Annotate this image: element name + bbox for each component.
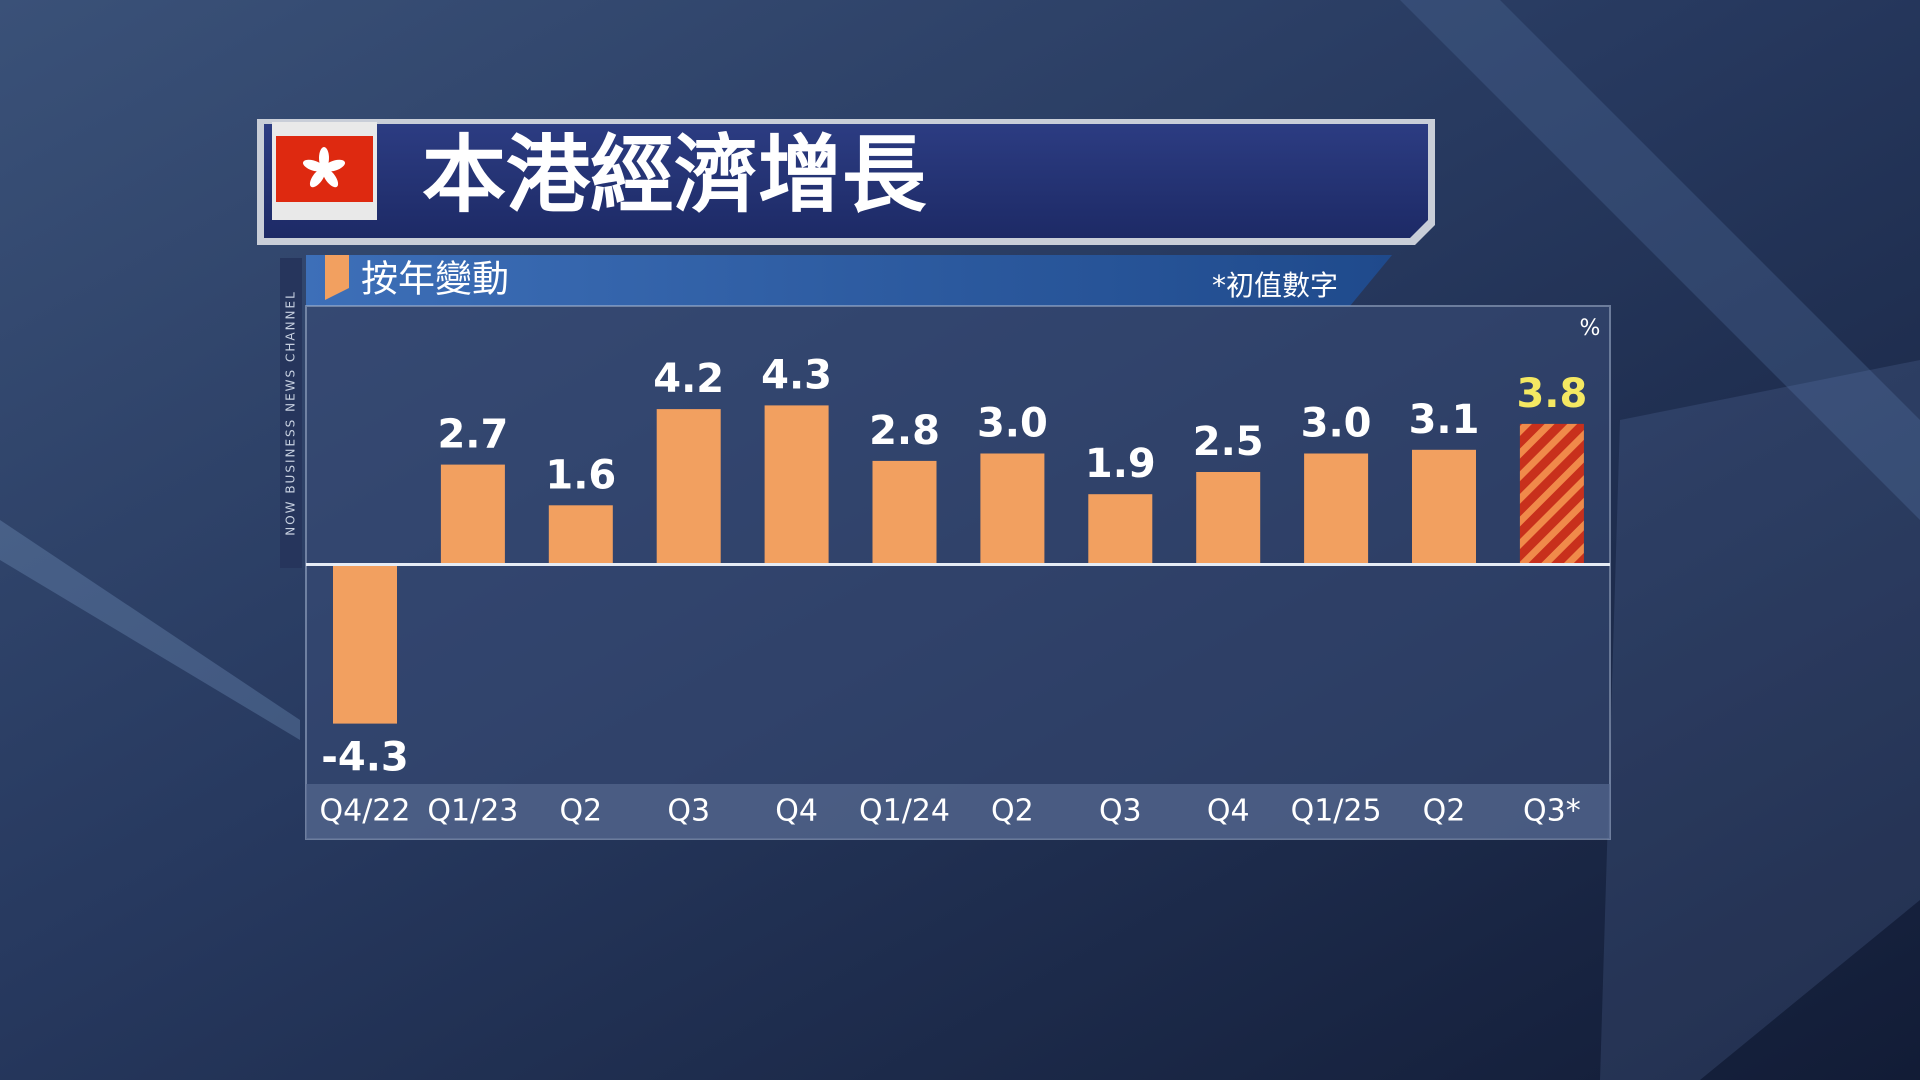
subtitle-marker — [325, 255, 349, 300]
value-label: 4.3 — [761, 352, 832, 398]
bar — [440, 464, 505, 565]
bar — [1304, 453, 1369, 565]
bar — [333, 564, 397, 724]
x-tick-label: Q2 — [1423, 794, 1466, 829]
bg-decoration — [1600, 360, 1920, 1080]
x-tick-label: Q3* — [1523, 794, 1581, 829]
x-tick-label: Q1/23 — [427, 794, 518, 829]
value-label: 3.1 — [1409, 397, 1480, 443]
subtitle-bar — [306, 255, 1392, 306]
x-tick-label: Q3 — [1099, 794, 1142, 829]
value-label: 1.6 — [545, 452, 616, 498]
channel-label: NOW BUSINESS NEWS CHANNEL — [284, 290, 298, 536]
bar — [764, 405, 829, 565]
x-tick-label: Q1/25 — [1291, 794, 1382, 829]
bar — [980, 453, 1045, 565]
value-label: 3.0 — [977, 401, 1048, 447]
value-label: -4.3 — [321, 735, 408, 781]
chart-note: *初值數字 — [1212, 269, 1338, 302]
value-label: 2.8 — [869, 408, 940, 454]
category-band — [306, 784, 1610, 839]
bar — [656, 409, 721, 565]
x-tick-label: Q4/22 — [320, 794, 411, 829]
channel-strip — [280, 258, 302, 568]
x-tick-label: Q2 — [991, 794, 1034, 829]
bg-decoration — [0, 520, 300, 740]
bar — [548, 505, 613, 565]
bar — [1519, 423, 1584, 565]
value-label: 3.8 — [1516, 371, 1587, 417]
bar — [1412, 449, 1476, 565]
x-tick-label: Q4 — [775, 794, 818, 829]
chart-title: 本港經濟增長 — [422, 126, 927, 224]
chart-subtitle: 按年變動 — [361, 258, 509, 301]
x-tick-label: Q1/24 — [859, 794, 950, 829]
value-label: 2.5 — [1193, 419, 1264, 465]
value-label: 2.7 — [437, 412, 508, 458]
bg-decoration — [1400, 0, 1920, 520]
x-tick-label: Q4 — [1207, 794, 1250, 829]
bar — [1196, 472, 1261, 565]
x-tick-label: Q3 — [667, 794, 710, 829]
bar — [1088, 494, 1153, 565]
unit-label: % — [1580, 316, 1601, 341]
value-label: 3.0 — [1301, 401, 1372, 447]
flag-emblem — [302, 147, 346, 188]
value-label: 1.9 — [1085, 441, 1156, 487]
title-banner — [264, 124, 1428, 238]
chart-panel — [305, 305, 1611, 840]
x-tick-label: Q2 — [559, 794, 602, 829]
bar — [872, 460, 937, 565]
value-label: 4.2 — [653, 356, 724, 402]
